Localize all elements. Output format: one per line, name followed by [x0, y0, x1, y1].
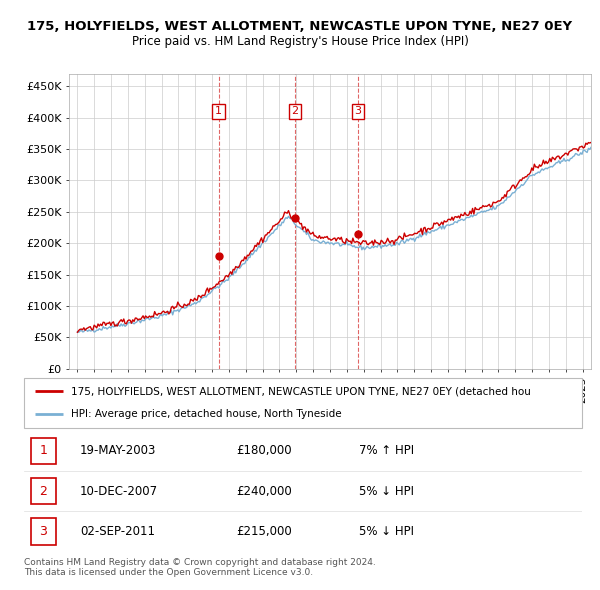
Text: 1: 1: [40, 444, 47, 457]
Text: 02-SEP-2011: 02-SEP-2011: [80, 525, 155, 538]
Text: 3: 3: [40, 525, 47, 538]
Text: 19-MAY-2003: 19-MAY-2003: [80, 444, 156, 457]
FancyBboxPatch shape: [24, 378, 582, 428]
Text: 175, HOLYFIELDS, WEST ALLOTMENT, NEWCASTLE UPON TYNE, NE27 0EY (detached hou: 175, HOLYFIELDS, WEST ALLOTMENT, NEWCAST…: [71, 386, 532, 396]
Text: 2: 2: [292, 106, 299, 116]
FancyBboxPatch shape: [31, 438, 56, 464]
FancyBboxPatch shape: [31, 519, 56, 545]
Text: 5% ↓ HPI: 5% ↓ HPI: [359, 525, 414, 538]
Text: £180,000: £180,000: [236, 444, 292, 457]
Text: 7% ↑ HPI: 7% ↑ HPI: [359, 444, 414, 457]
Text: £240,000: £240,000: [236, 484, 292, 498]
Text: Contains HM Land Registry data © Crown copyright and database right 2024.
This d: Contains HM Land Registry data © Crown c…: [24, 558, 376, 577]
Text: 10-DEC-2007: 10-DEC-2007: [80, 484, 158, 498]
Text: 1: 1: [215, 106, 222, 116]
FancyBboxPatch shape: [31, 478, 56, 504]
Text: 175, HOLYFIELDS, WEST ALLOTMENT, NEWCASTLE UPON TYNE, NE27 0EY: 175, HOLYFIELDS, WEST ALLOTMENT, NEWCAST…: [28, 20, 572, 33]
Text: £215,000: £215,000: [236, 525, 292, 538]
Text: Price paid vs. HM Land Registry's House Price Index (HPI): Price paid vs. HM Land Registry's House …: [131, 35, 469, 48]
Text: HPI: Average price, detached house, North Tyneside: HPI: Average price, detached house, Nort…: [71, 409, 342, 419]
Text: 5% ↓ HPI: 5% ↓ HPI: [359, 484, 414, 498]
Text: 3: 3: [355, 106, 362, 116]
Text: 2: 2: [40, 484, 47, 498]
